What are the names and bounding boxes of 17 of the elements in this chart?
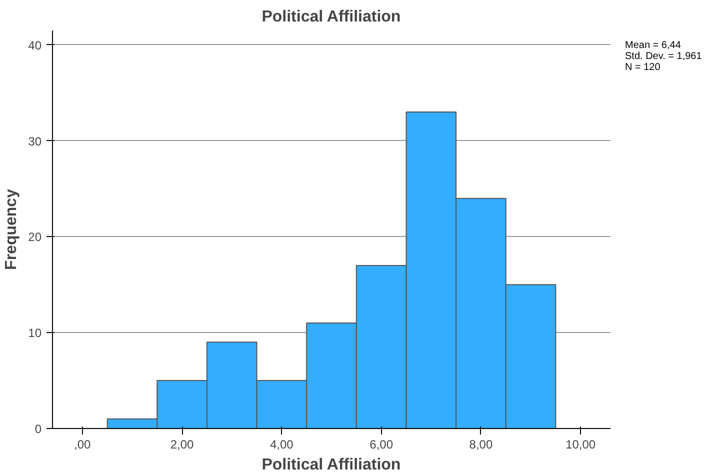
x-tick-label: 10,00	[566, 438, 596, 452]
x-tick-label: 6,00	[370, 438, 394, 452]
y-tick-label: 40	[28, 38, 42, 52]
x-tick-label: 2,00	[170, 438, 194, 452]
x-axis-title: Political Affiliation	[262, 456, 401, 474]
text: Mean = 6,44	[625, 40, 681, 51]
text: N = 120	[625, 62, 660, 73]
x-tick-label: 4,00	[270, 438, 294, 452]
y-tick-label: 30	[28, 134, 42, 148]
text: Std. Dev. = 1,961	[625, 51, 702, 62]
y-tick-label: 0	[34, 422, 42, 436]
chart-title: Political Affiliation	[262, 8, 401, 26]
x-tick-label: 8,00	[469, 438, 493, 452]
y-axis-title: Frequency	[3, 188, 20, 270]
y-tick-label: 20	[28, 230, 42, 244]
y-tick-label: 10	[28, 326, 42, 340]
x-tick-label: ,00	[74, 438, 92, 452]
